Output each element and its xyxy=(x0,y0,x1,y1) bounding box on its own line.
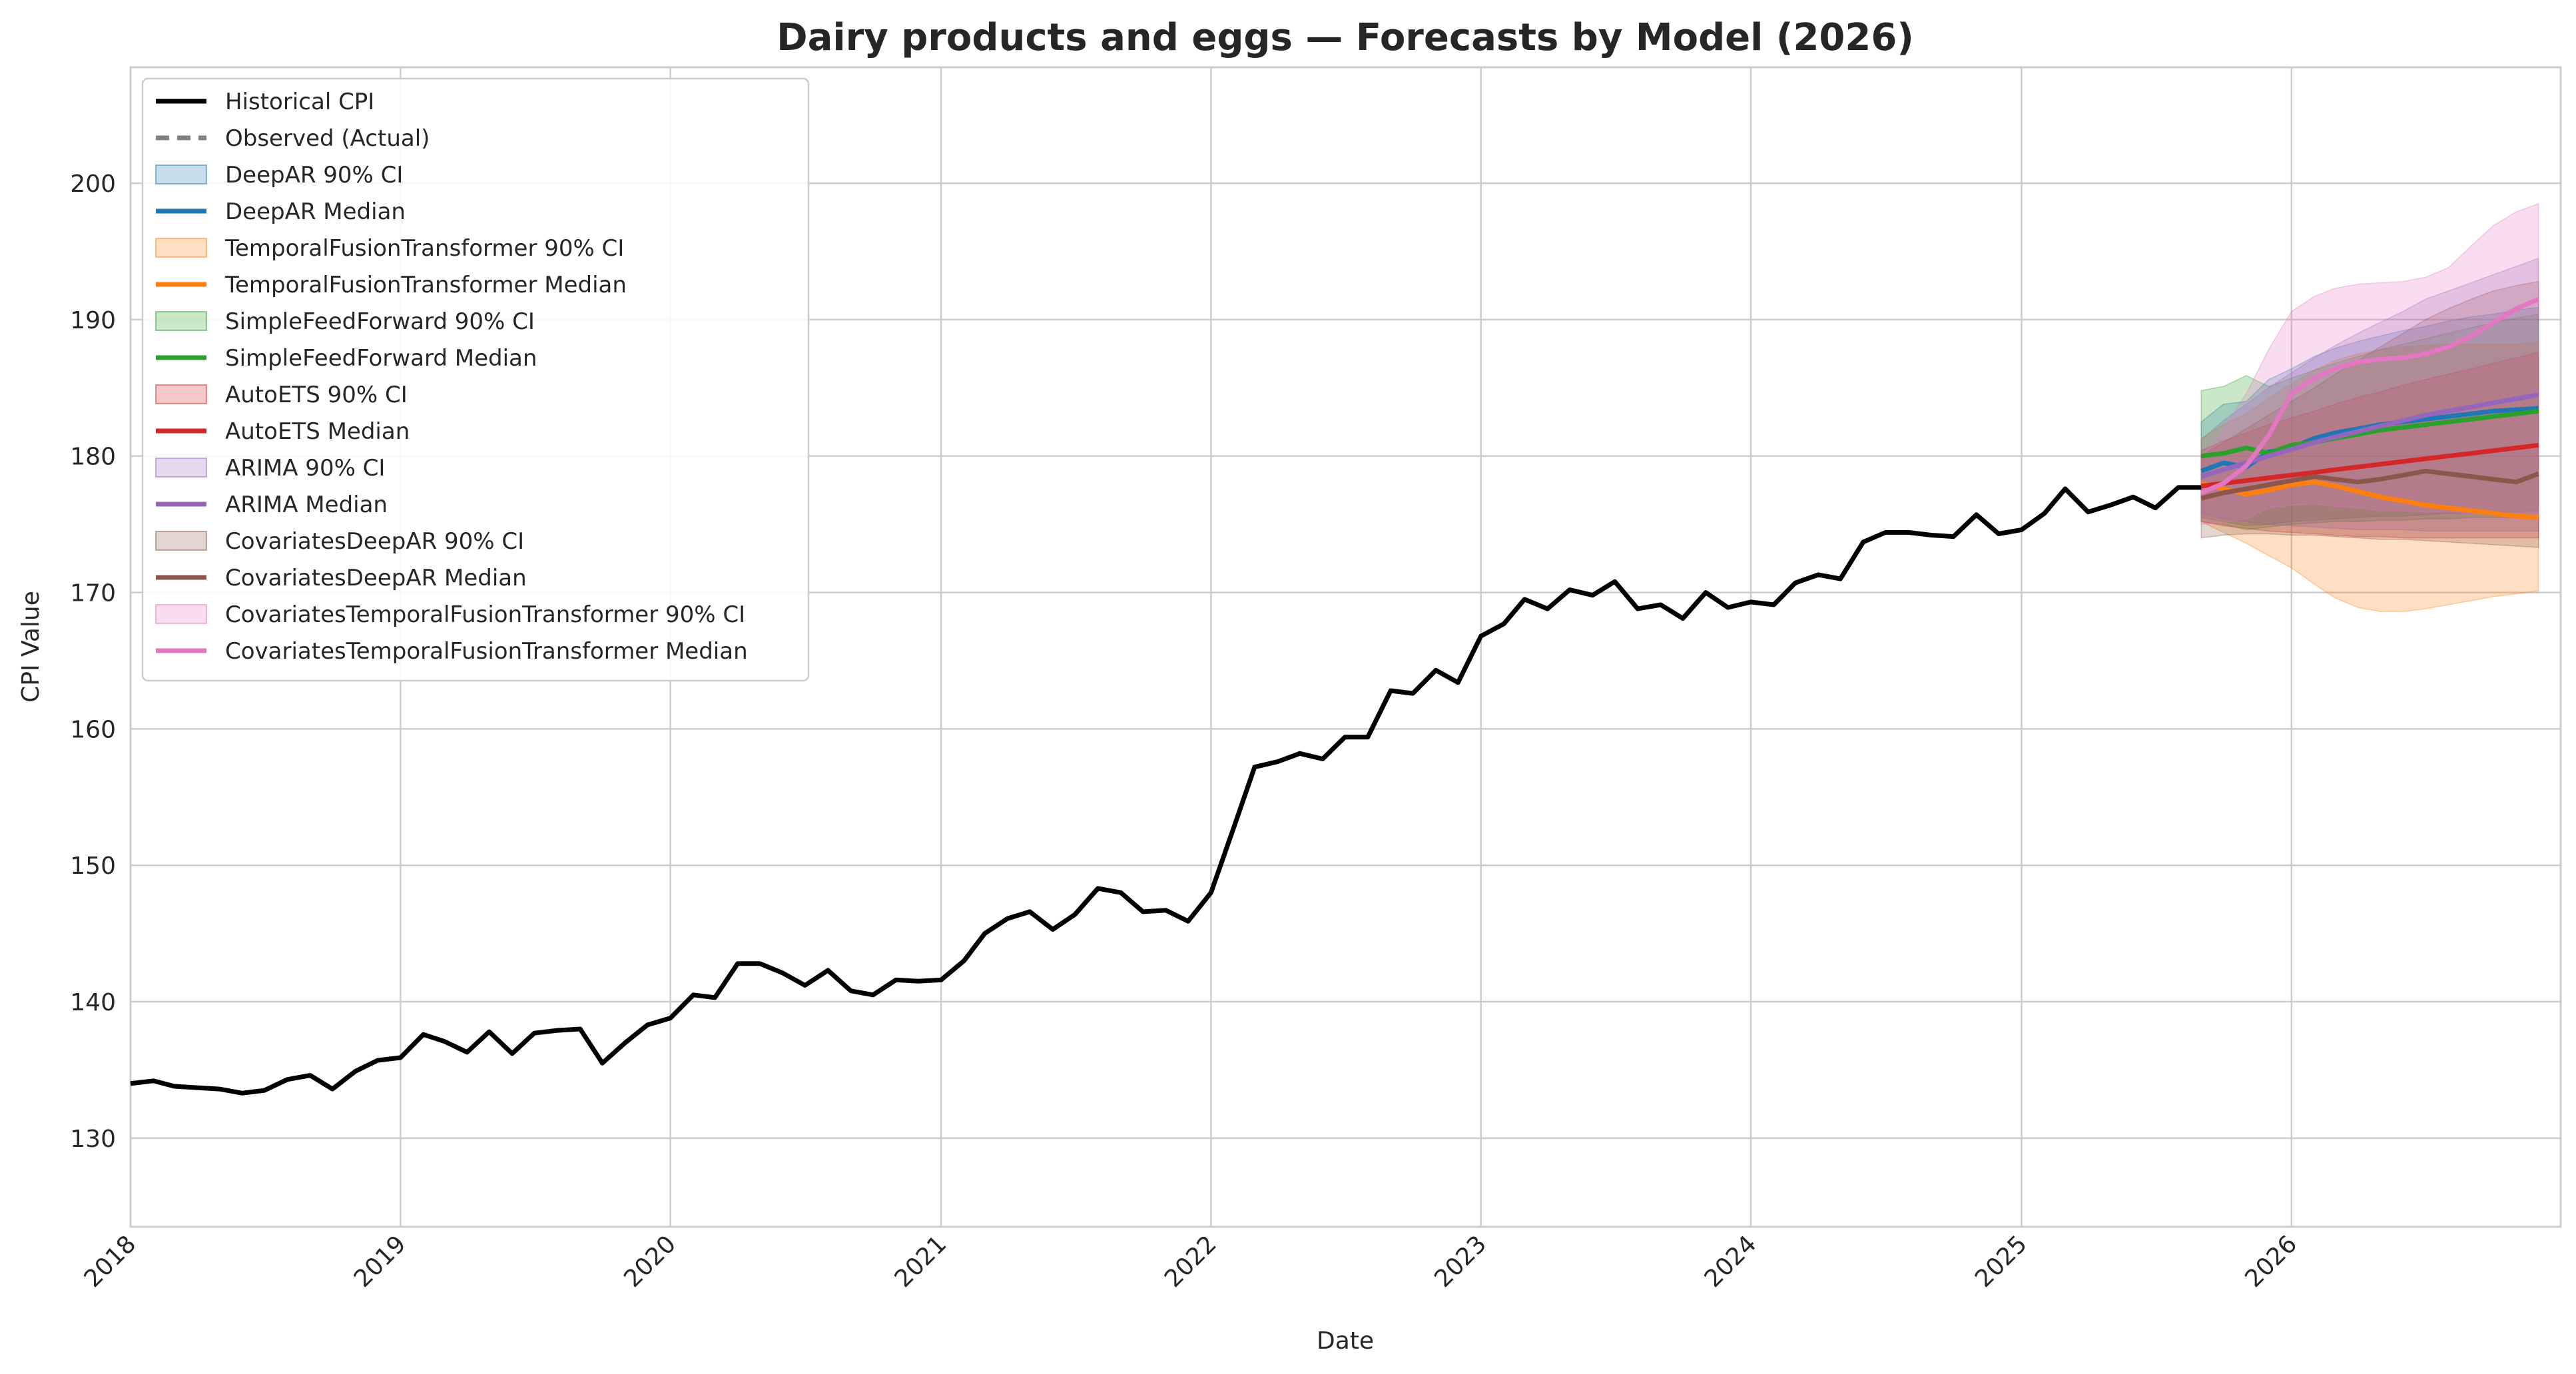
legend-label: Observed (Actual) xyxy=(225,125,430,152)
median-line xyxy=(2200,296,2540,496)
x-axis-label: Date xyxy=(1317,1327,1374,1355)
median-line xyxy=(2200,442,2539,489)
y-tick-label: 170 xyxy=(70,580,116,607)
legend-label: TemporalFusionTransformer Median xyxy=(224,272,627,298)
legend-swatch xyxy=(155,458,207,478)
legend-label: DeepAR Median xyxy=(225,198,406,225)
ci-band xyxy=(2200,352,2539,539)
legend-swatch xyxy=(155,311,207,331)
legend-label: SimpleFeedForward Median xyxy=(225,345,537,372)
legend-label: SimpleFeedForward 90% CI xyxy=(225,308,535,335)
legend-label: ARIMA 90% CI xyxy=(225,455,385,482)
y-axis-label: CPI Value xyxy=(17,591,45,703)
y-tick-label: 190 xyxy=(70,307,116,334)
ci-band xyxy=(2200,202,2539,525)
y-tick-label: 160 xyxy=(70,716,116,743)
legend-swatch xyxy=(155,604,207,624)
legend-swatch xyxy=(155,165,207,184)
legend-label: CovariatesTemporalFusionTransformer Medi… xyxy=(225,638,748,665)
median-line xyxy=(2200,480,2539,520)
median-line xyxy=(2200,468,2539,501)
legend-label: Historical CPI xyxy=(225,89,374,115)
legend-label: AutoETS 90% CI xyxy=(225,382,408,408)
series-lines xyxy=(130,296,2540,1096)
legend-label: TemporalFusionTransformer 90% CI xyxy=(224,235,624,262)
legend-label: CovariatesDeepAR Median xyxy=(225,565,527,591)
legend-label: CovariatesDeepAR 90% CI xyxy=(225,528,524,555)
legend-label: DeepAR 90% CI xyxy=(225,162,403,188)
ci-band xyxy=(2200,257,2539,532)
y-tick-label: 180 xyxy=(70,444,116,471)
legend-label: CovariatesTemporalFusionTransformer 90% … xyxy=(225,601,745,628)
legend: Historical CPI Observed (Actual) DeepAR 90… xyxy=(141,77,810,682)
y-tick-label: 140 xyxy=(70,989,116,1016)
legend-label: AutoETS Median xyxy=(225,418,410,445)
y-tick-label: 130 xyxy=(70,1126,116,1153)
y-tick-label: 150 xyxy=(70,853,116,880)
legend-swatch xyxy=(155,384,207,404)
legend-swatch xyxy=(155,238,207,258)
ci-band xyxy=(2200,306,2539,526)
y-tick-labels: 130 140 150 160 170 180 190 200 xyxy=(70,171,116,1153)
legend-swatch xyxy=(155,531,207,551)
median-line xyxy=(2200,392,2539,479)
chart-title: Dairy products and eggs — Forecasts by M… xyxy=(777,16,1914,59)
y-tick-label: 200 xyxy=(70,171,116,198)
historical-cpi-line xyxy=(130,485,2202,1096)
legend-frame xyxy=(141,77,810,682)
legend-label: ARIMA Median xyxy=(225,492,388,518)
